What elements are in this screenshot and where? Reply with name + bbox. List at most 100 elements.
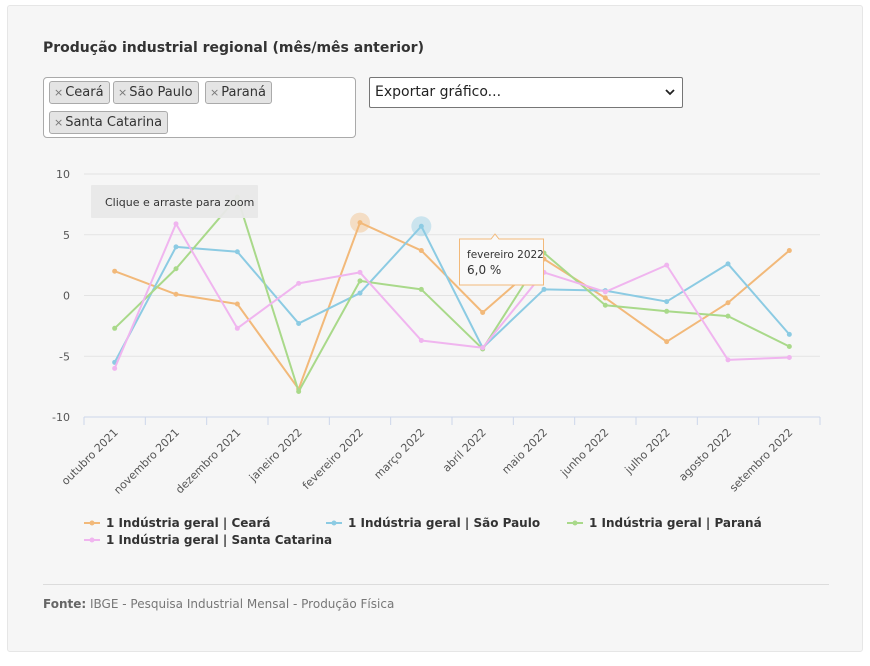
data-point[interactable] xyxy=(725,357,731,363)
chevron-down-icon xyxy=(664,78,676,118)
data-point[interactable] xyxy=(725,313,731,319)
remove-tag-icon[interactable]: × xyxy=(118,86,128,99)
legend-label: 1 Indústria geral | Santa Catarina xyxy=(106,533,332,547)
data-point[interactable] xyxy=(418,223,424,229)
x-tick-label: setembro 2022 xyxy=(727,426,795,494)
data-point[interactable] xyxy=(602,302,608,308)
chart-card: Produção industrial regional (mês/mês an… xyxy=(7,5,863,652)
remove-tag-icon[interactable]: × xyxy=(54,86,64,99)
region-tag-label: Ceará xyxy=(65,85,104,100)
region-multiselect[interactable]: × Ceará × São Paulo × Paraná × Santa Catarin… xyxy=(43,77,356,138)
legend-item[interactable]: 1 Indústria geral | Paraná xyxy=(567,516,762,530)
data-point[interactable] xyxy=(173,221,179,227)
x-tick-label: maio 2022 xyxy=(499,426,550,477)
data-point[interactable] xyxy=(786,331,792,337)
data-point[interactable] xyxy=(234,301,240,307)
region-tag-ceara: × Ceará xyxy=(49,81,110,104)
data-point[interactable] xyxy=(296,388,302,394)
source-note: Fonte: IBGE - Pesquisa Industrial Mensal… xyxy=(43,597,394,611)
data-point[interactable] xyxy=(112,365,118,371)
source-text: IBGE - Pesquisa Industrial Mensal - Prod… xyxy=(90,597,395,611)
region-tag-santa-catarina: × Santa Catarina xyxy=(49,111,169,134)
data-point[interactable] xyxy=(418,248,424,254)
x-tick-label: junho 2022 xyxy=(558,426,612,480)
remove-tag-icon[interactable]: × xyxy=(210,86,220,99)
legend-item[interactable]: 1 Indústria geral | São Paulo xyxy=(326,516,540,530)
tooltip-title: fevereiro 2022 xyxy=(467,249,544,261)
legend-marker-icon xyxy=(89,520,95,526)
series-line[interactable] xyxy=(113,196,790,393)
y-tick-label: 10 xyxy=(56,168,70,181)
zoom-hint-text: Clique e arraste para zoom xyxy=(105,196,254,209)
data-point[interactable] xyxy=(112,268,118,274)
legend-item[interactable]: 1 Indústria geral | Santa Catarina xyxy=(84,533,332,547)
data-point[interactable] xyxy=(357,290,363,296)
region-tag-label: Santa Catarina xyxy=(65,115,163,130)
data-point[interactable] xyxy=(418,286,424,292)
data-point[interactable] xyxy=(725,261,731,267)
region-tag-sao-paulo: × São Paulo xyxy=(113,81,199,104)
data-point[interactable] xyxy=(296,320,302,326)
x-tick-label: agosto 2022 xyxy=(676,426,734,484)
tooltip-box xyxy=(459,233,544,286)
data-point[interactable] xyxy=(357,278,363,284)
data-point[interactable] xyxy=(664,262,670,268)
data-point[interactable] xyxy=(664,339,670,345)
legend-label: 1 Indústria geral | Paraná xyxy=(589,516,762,530)
zoom-hint-box xyxy=(91,185,258,218)
tooltip-value: 6,0 % xyxy=(467,263,501,277)
data-point[interactable] xyxy=(541,286,547,292)
data-point[interactable] xyxy=(786,354,792,360)
data-point[interactable] xyxy=(418,337,424,343)
data-point[interactable] xyxy=(234,249,240,255)
x-tick-label: janeiro 2022 xyxy=(246,426,305,485)
series-line[interactable] xyxy=(113,225,791,363)
y-tick-label: -5 xyxy=(59,350,70,363)
chart-title: Produção industrial regional (mês/mês an… xyxy=(43,40,424,56)
data-point[interactable] xyxy=(786,248,792,254)
data-point[interactable] xyxy=(296,280,302,286)
y-tick-label: 0 xyxy=(63,290,70,303)
x-tick-label: fevereiro 2022 xyxy=(300,426,366,492)
data-point[interactable] xyxy=(112,325,118,331)
data-point[interactable] xyxy=(786,344,792,350)
data-point[interactable] xyxy=(664,299,670,305)
data-point[interactable] xyxy=(480,310,486,316)
legend-marker-icon xyxy=(331,520,337,526)
remove-tag-icon[interactable]: × xyxy=(54,116,64,129)
x-tick-label: março 2022 xyxy=(372,426,428,482)
legend-marker-icon xyxy=(572,520,578,526)
legend-marker-icon xyxy=(89,537,95,543)
y-tick-label: -10 xyxy=(52,411,70,424)
data-point[interactable] xyxy=(357,269,363,275)
region-tag-label: São Paulo xyxy=(129,85,193,100)
x-tick-label: outubro 2021 xyxy=(59,426,121,488)
source-label: Fonte: xyxy=(43,597,87,611)
y-tick-label: 5 xyxy=(63,229,70,242)
series-line[interactable] xyxy=(114,221,790,391)
x-tick-label: dezembro 2021 xyxy=(173,426,243,496)
region-tag-label: Paraná xyxy=(221,85,266,100)
data-point[interactable] xyxy=(480,345,486,351)
region-tag-parana: × Paraná xyxy=(205,81,272,104)
data-point[interactable] xyxy=(173,244,179,250)
data-point[interactable] xyxy=(234,325,240,331)
data-point[interactable] xyxy=(602,289,608,295)
legend-label: 1 Indústria geral | São Paulo xyxy=(348,516,540,530)
data-point[interactable] xyxy=(664,308,670,314)
data-point[interactable] xyxy=(725,300,731,306)
x-tick-label: abril 2022 xyxy=(440,426,489,475)
footer-divider xyxy=(43,584,829,585)
x-tick-label: julho 2022 xyxy=(622,426,673,477)
export-select-label: Exportar gráfico... xyxy=(375,84,502,100)
export-select[interactable]: Exportar gráfico... xyxy=(369,77,683,108)
legend-item[interactable]: 1 Indústria geral | Ceará xyxy=(84,516,271,530)
data-point[interactable] xyxy=(357,220,363,226)
data-point[interactable] xyxy=(602,295,608,301)
data-point[interactable] xyxy=(173,266,179,272)
data-point[interactable] xyxy=(173,291,179,297)
legend-label: 1 Indústria geral | Ceará xyxy=(106,516,271,530)
x-tick-label: novembro 2021 xyxy=(111,426,182,497)
series-line[interactable] xyxy=(113,222,790,369)
